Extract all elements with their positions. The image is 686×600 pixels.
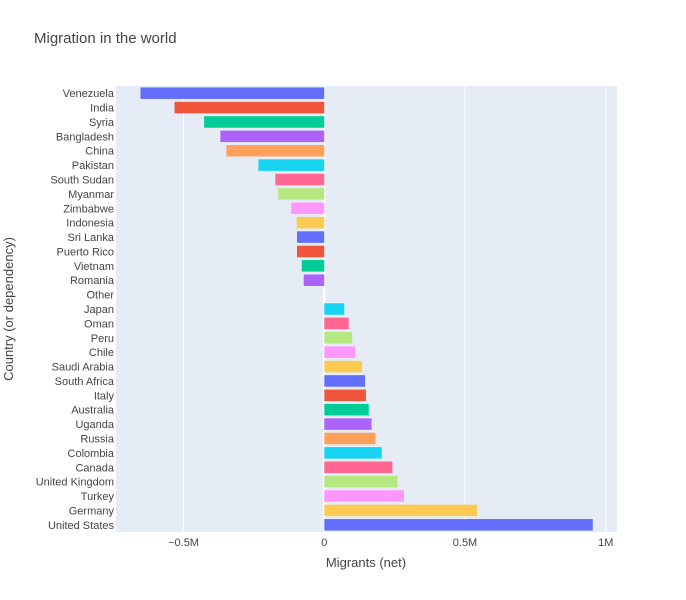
y-tick-label: Sri Lanka bbox=[68, 232, 115, 244]
bar-germany[interactable] bbox=[324, 504, 478, 517]
y-tick-label: Other bbox=[86, 290, 114, 302]
bar-uganda[interactable] bbox=[324, 418, 372, 430]
bar-turkey[interactable] bbox=[324, 490, 404, 502]
bar-canada[interactable] bbox=[324, 461, 393, 474]
bar-south-africa[interactable] bbox=[324, 375, 366, 387]
y-tick-label: Japan bbox=[84, 304, 114, 316]
y-tick-label: Canada bbox=[75, 462, 114, 474]
x-tick-label: 0 bbox=[321, 537, 327, 549]
y-tick-label: Chile bbox=[89, 347, 114, 359]
y-tick-label: China bbox=[85, 146, 115, 158]
bar-oman[interactable] bbox=[324, 317, 349, 330]
x-axis-title: Migrants (net) bbox=[326, 555, 406, 570]
chart-title: Migration in the world bbox=[34, 30, 177, 47]
bar-pakistan[interactable] bbox=[258, 159, 325, 171]
bar-united-kingdom[interactable] bbox=[324, 475, 398, 488]
bar-italy[interactable] bbox=[324, 389, 366, 402]
x-tick-label: 1M bbox=[598, 537, 613, 549]
y-tick-label: India bbox=[90, 103, 115, 115]
y-tick-label: Colombia bbox=[68, 448, 115, 460]
bar-peru[interactable] bbox=[324, 332, 353, 344]
bar-russia[interactable] bbox=[324, 432, 376, 445]
y-tick-label: Uganda bbox=[75, 419, 114, 431]
bar-china[interactable] bbox=[226, 144, 325, 157]
bar-indonesia[interactable] bbox=[296, 216, 325, 229]
y-tick-label: United Kingdom bbox=[36, 477, 114, 489]
bar-united-states[interactable] bbox=[324, 519, 593, 531]
y-tick-label: Romania bbox=[70, 275, 115, 287]
bar-myanmar[interactable] bbox=[278, 188, 325, 200]
bar-saudi-arabia[interactable] bbox=[324, 360, 362, 373]
y-tick-label: Turkey bbox=[81, 491, 115, 503]
y-tick-label: Myanmar bbox=[68, 189, 114, 201]
y-tick-label: Syria bbox=[89, 117, 115, 129]
y-tick-label: Venezuela bbox=[63, 88, 115, 100]
y-axis-ticks: Venezuela India Syria Bangladesh China Pakist… bbox=[36, 88, 115, 532]
bar-syria[interactable] bbox=[204, 116, 325, 128]
y-tick-label: Oman bbox=[84, 318, 114, 330]
bar-puerto-rico[interactable] bbox=[296, 245, 325, 258]
y-axis-title: Country (or dependency) bbox=[1, 237, 16, 381]
y-tick-label: Italy bbox=[94, 390, 115, 402]
bar-sri-lanka[interactable] bbox=[296, 231, 325, 243]
bar-australia[interactable] bbox=[324, 403, 369, 416]
bar-bangladesh[interactable] bbox=[220, 130, 325, 143]
y-tick-label: Peru bbox=[91, 333, 114, 345]
bar-south-sudan[interactable] bbox=[275, 173, 325, 186]
bar-zimbabwe[interactable] bbox=[291, 202, 325, 215]
bar-chile[interactable] bbox=[324, 346, 356, 358]
y-tick-label: Australia bbox=[71, 405, 115, 417]
y-tick-label: Indonesia bbox=[66, 218, 115, 230]
y-tick-label: Vietnam bbox=[74, 261, 114, 273]
y-tick-label: Germany bbox=[69, 505, 115, 517]
bar-japan[interactable] bbox=[324, 303, 345, 315]
bar-india[interactable] bbox=[174, 101, 325, 114]
bars bbox=[140, 87, 593, 531]
bar-vietnam[interactable] bbox=[301, 260, 325, 272]
y-tick-label: Saudi Arabia bbox=[52, 362, 115, 374]
y-tick-label: Russia bbox=[80, 433, 115, 445]
y-tick-label: Pakistan bbox=[72, 160, 114, 172]
x-tick-label: 0.5M bbox=[453, 537, 477, 549]
y-tick-label: Puerto Rico bbox=[57, 246, 114, 258]
y-tick-label: South Sudan bbox=[50, 175, 114, 187]
x-tick-label: −0.5M bbox=[168, 537, 199, 549]
bar-romania[interactable] bbox=[303, 274, 325, 286]
x-axis-ticks: −0.5M 0 0.5M 1M bbox=[168, 537, 613, 549]
y-tick-label: South Africa bbox=[55, 376, 115, 388]
y-tick-label: United States bbox=[48, 520, 115, 532]
bar-colombia[interactable] bbox=[324, 447, 382, 459]
y-tick-label: Zimbabwe bbox=[63, 203, 114, 215]
y-tick-label: Bangladesh bbox=[56, 131, 114, 143]
bar-venezuela[interactable] bbox=[140, 87, 325, 99]
